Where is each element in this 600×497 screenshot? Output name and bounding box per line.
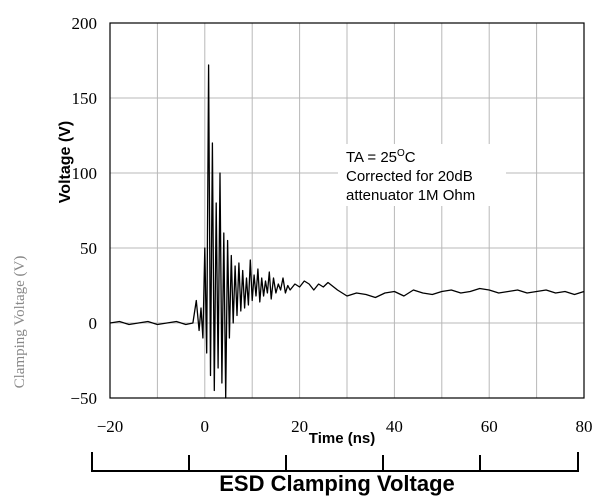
annotation-box: TA = 25OC Corrected for 20dB attenuator … [338,144,506,206]
y-tick-label: 100 [72,164,98,183]
plot-area [109,22,585,399]
x-tick-label: 60 [481,417,498,436]
annotation-temp-prefix: TA = 25 [346,149,397,166]
annotation-background [338,144,506,206]
x-tick-label: 40 [386,417,403,436]
y-tick-label: −50 [70,389,97,408]
x-tick-label: 80 [576,417,593,436]
y-tick-label: 50 [80,239,97,258]
y-tick-label: 0 [89,314,98,333]
x-tick-label: −20 [97,417,124,436]
annotation-line-1: TA = 25OC [346,148,416,166]
tick-labels: −20 0 20 40 60 80 −50 0 50 100 150 200 [70,14,592,436]
annotation-line-2: Corrected for 20dB [346,168,473,185]
caption-bracket [91,452,579,472]
series-line [109,64,585,399]
x-tick-label: 20 [291,417,308,436]
annotation-temp-unit: C [405,149,416,166]
chart-caption: ESD Clamping Voltage [219,471,455,496]
y-axis-title-secondary: Clamping Voltage (V) [12,256,28,389]
x-tick-label: 0 [201,417,210,436]
y-tick-label: 150 [72,89,98,108]
annotation-degree-sup: O [397,148,405,159]
x-axis-title: Time (ns) [309,430,375,447]
annotation-line-3: attenuator 1M Ohm [346,187,475,204]
grid [109,22,585,399]
y-tick-label: 200 [72,14,98,33]
y-axis-title: Voltage (V) [57,121,74,203]
